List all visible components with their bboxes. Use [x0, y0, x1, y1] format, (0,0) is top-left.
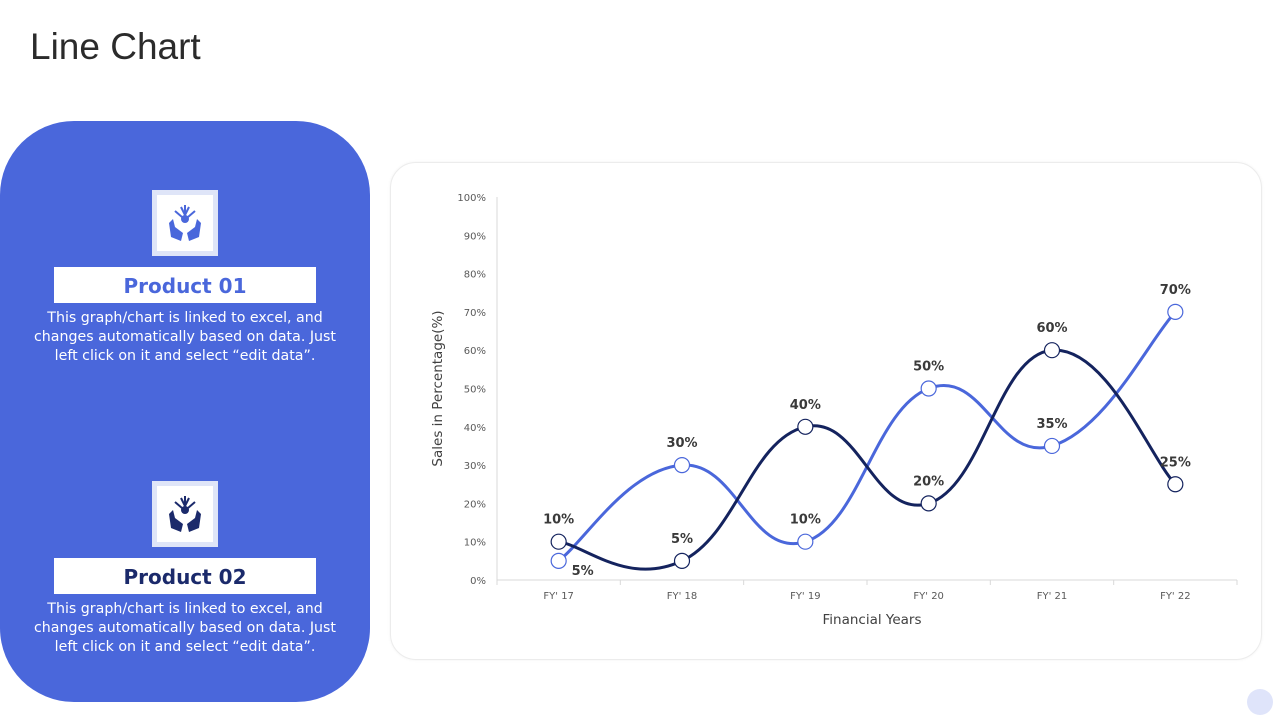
y-tick-label: 40% [464, 423, 486, 434]
data-label: 60% [1036, 321, 1067, 336]
data-point-marker [550, 552, 567, 569]
data-label: 20% [913, 474, 944, 489]
product-02-icon-box [152, 481, 218, 547]
data-point-marker [673, 457, 691, 474]
y-tick-label: 50% [464, 385, 486, 396]
data-point-marker [1167, 476, 1184, 493]
data-point-marker [1043, 437, 1061, 455]
product-02-title-text: Product 02 [123, 565, 247, 589]
y-tick-label: 70% [464, 308, 486, 319]
data-point-marker [550, 533, 567, 550]
data-label: 40% [790, 398, 821, 413]
x-tick-label: FY' 20 [913, 591, 944, 602]
data-label: 30% [666, 436, 697, 451]
series-line [557, 348, 1177, 571]
y-tick-label: 80% [464, 270, 486, 281]
y-tick-label: 60% [464, 346, 486, 357]
y-tick-label: 100% [457, 193, 486, 204]
y-axis-label: Sales in Percentage(%) [430, 310, 446, 466]
product-01-title-text: Product 01 [123, 274, 247, 298]
product-02-description: This graph/chart is linked to excel, and… [34, 601, 336, 655]
data-label: 50% [913, 360, 944, 375]
product-02-title: Product 02 [54, 558, 316, 594]
page-title: Line Chart [30, 26, 201, 67]
data-point-marker [920, 495, 937, 512]
data-label: 10% [543, 513, 574, 528]
y-tick-label: 20% [464, 499, 486, 510]
y-tick-label: 0% [470, 576, 486, 587]
product-01-description: This graph/chart is linked to excel, and… [34, 310, 336, 364]
x-tick-label: FY' 21 [1037, 591, 1068, 602]
product-01-title: Product 01 [54, 267, 316, 303]
decorative-dot [1247, 689, 1273, 715]
data-point-marker [1043, 342, 1061, 359]
data-label: 70% [1160, 283, 1191, 298]
data-label: 5% [572, 564, 594, 579]
data-label: 25% [1160, 455, 1191, 470]
data-label: 10% [790, 513, 821, 528]
data-point-marker [673, 552, 691, 569]
product-01-icon-box [152, 190, 218, 256]
data-label: 5% [671, 532, 693, 547]
chart-card: 0% 10% 20% 30% 40% 50% 60% 70% 80% 90% 100% FY' 17 F… [390, 162, 1262, 660]
x-tick-label: FY' 19 [790, 591, 821, 602]
x-tick-label: FY' 17 [543, 591, 574, 602]
y-tick-label: 30% [464, 461, 486, 472]
data-point-marker [1167, 303, 1184, 320]
x-axis-label: Financial Years [822, 612, 921, 628]
data-label: 35% [1036, 417, 1067, 432]
data-point-marker [797, 418, 814, 435]
data-point-marker [797, 533, 814, 550]
series-line [557, 310, 1177, 563]
y-tick-label: 10% [464, 538, 486, 549]
x-tick-label: FY' 22 [1160, 591, 1191, 602]
line-chart: 0% 10% 20% 30% 40% 50% 60% 70% 80% 90% 100% FY' 17 F… [430, 193, 1238, 628]
hands-holding-plant-icon [169, 205, 201, 241]
y-tick-label: 90% [464, 231, 486, 242]
hands-holding-plant-icon [169, 496, 201, 532]
products-panel: Product 01 This graph/chart is linked to… [0, 121, 370, 702]
data-point-marker [920, 380, 937, 397]
x-tick-label: FY' 18 [667, 591, 698, 602]
